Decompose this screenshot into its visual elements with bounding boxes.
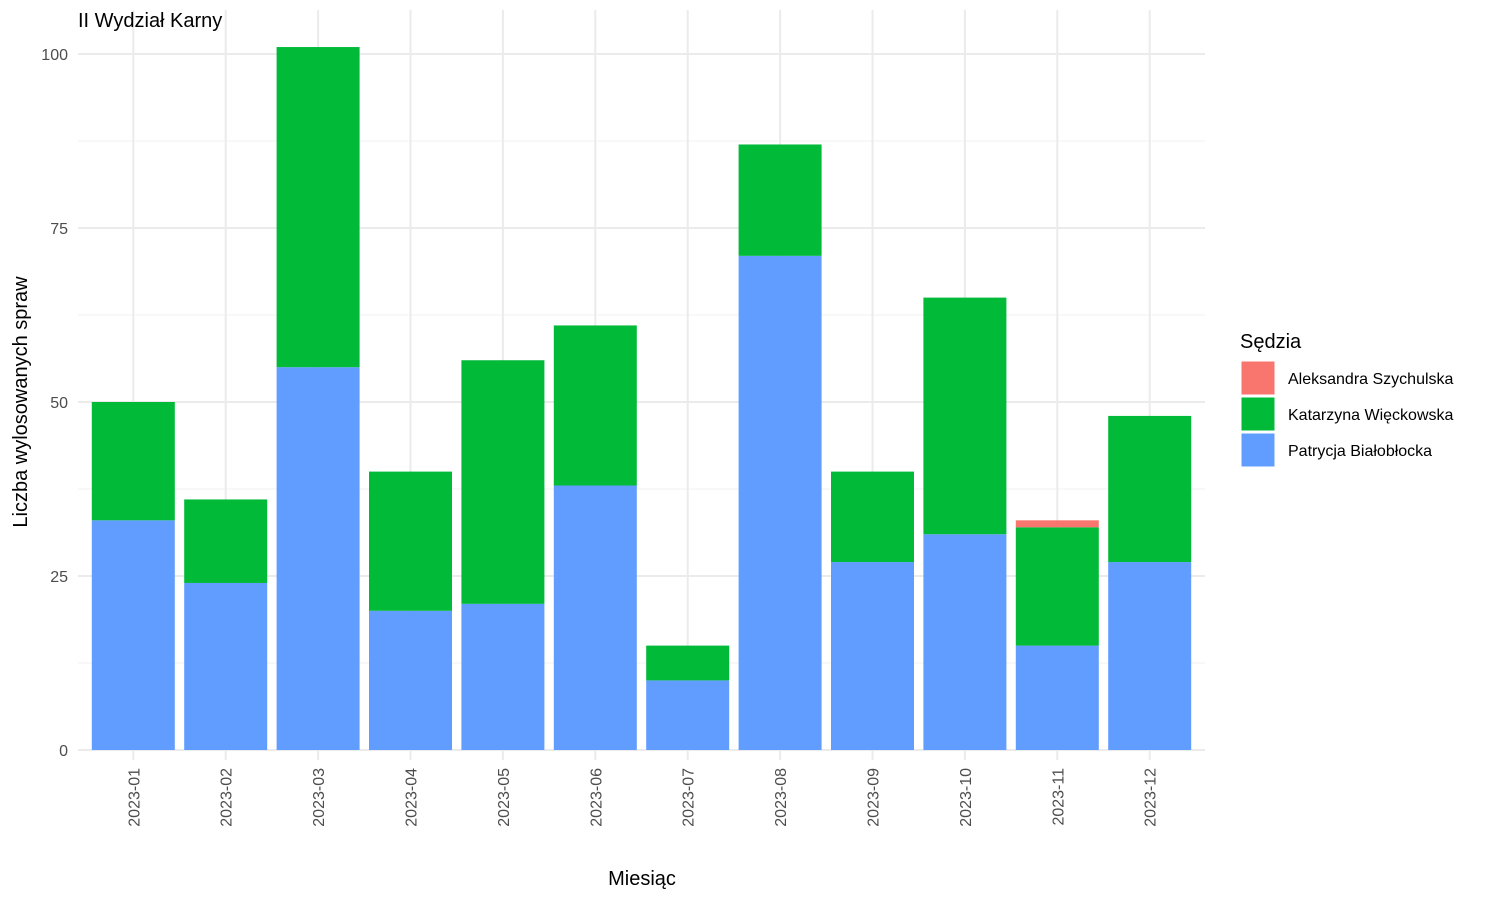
bar-stack-2023-01 — [91, 402, 175, 750]
legend-item: Patrycja Białobłocka — [1240, 432, 1432, 468]
x-tick-label: 2023-11 — [1050, 768, 1067, 826]
bar-stack-2023-10 — [923, 297, 1007, 750]
legend-swatch — [1240, 432, 1276, 468]
x-tick-label: 2023-04 — [404, 768, 421, 827]
legend-item: Katarzyna Więckowska — [1240, 396, 1453, 432]
bar-segment — [369, 471, 452, 611]
x-tick-label: 2023-12 — [1143, 768, 1160, 827]
bar-segment — [369, 610, 452, 750]
bar-stack-2023-02 — [184, 499, 268, 750]
bar-stack-2023-05 — [461, 360, 545, 750]
bar-segment — [1015, 645, 1099, 750]
legend-swatch — [1240, 396, 1276, 432]
x-tick-label: 2023-01 — [126, 768, 143, 827]
bar-segment — [553, 485, 637, 750]
bar-stack-2023-06 — [553, 325, 637, 750]
bar-segment — [646, 645, 730, 681]
bar-stack-2023-04 — [369, 471, 452, 750]
bar-segment — [831, 562, 914, 750]
bar-segment — [1015, 520, 1099, 528]
bar-segment — [91, 402, 175, 521]
bar-stack-2023-08 — [738, 144, 822, 750]
legend-item: Aleksandra Szychulska — [1240, 360, 1454, 396]
bar-segment — [738, 255, 822, 750]
bar-stack-2023-03 — [276, 47, 360, 750]
chart-title: II Wydział Karny — [78, 10, 222, 32]
y-tick-labels: 0 25 50 75 100 — [41, 47, 68, 760]
y-tick-label: 50 — [50, 395, 68, 412]
bars-layer — [91, 47, 1192, 750]
x-tick-label: 2023-10 — [958, 768, 975, 827]
bar-segment — [91, 520, 175, 750]
bar-segment — [1108, 562, 1192, 750]
bar-segment — [1108, 415, 1192, 563]
bar-stack-2023-09 — [831, 471, 914, 750]
bar-segment — [831, 471, 914, 563]
bar-segment — [923, 297, 1007, 535]
legend-swatch — [1240, 360, 1276, 396]
x-tick-label: 2023-05 — [496, 768, 513, 827]
bar-segment — [738, 144, 822, 256]
bar-segment — [184, 582, 268, 750]
legend-label: Aleksandra Szychulska — [1288, 371, 1454, 388]
x-tick-label: 2023-06 — [588, 768, 605, 827]
legend: Sędzia Aleksandra Szychulska Katarzyna Wi… — [1240, 331, 1454, 468]
bar-segment — [553, 325, 637, 486]
x-tick-label: 2023-03 — [311, 768, 328, 827]
x-axis-title: Miesiąc — [608, 868, 676, 890]
bar-segment — [461, 360, 545, 604]
y-tick-label: 75 — [50, 221, 68, 238]
x-tick-label: 2023-02 — [219, 768, 236, 827]
bar-stack-2023-11 — [1015, 520, 1099, 750]
legend-label: Katarzyna Więckowska — [1288, 407, 1453, 424]
legend-title: Sędzia — [1240, 331, 1302, 353]
x-tick-label: 2023-09 — [866, 768, 883, 827]
x-tick-label: 2023-07 — [681, 768, 698, 827]
x-tick-labels: 2023-01 2023-02 2023-03 2023-04 2023-05 2023-… — [126, 768, 1159, 827]
bar-segment — [276, 47, 360, 368]
y-tick-label: 25 — [50, 569, 68, 586]
y-tick-label: 100 — [41, 47, 68, 64]
bar-stack-2023-12 — [1108, 415, 1192, 750]
bar-stack-2023-07 — [646, 645, 730, 750]
y-tick-label: 0 — [59, 743, 68, 760]
x-tick-label: 2023-08 — [773, 768, 790, 827]
bar-segment — [646, 680, 730, 750]
bar-segment — [461, 603, 545, 750]
bar-segment — [276, 367, 360, 750]
legend-items: Aleksandra Szychulska Katarzyna Więckowsk… — [1240, 360, 1454, 468]
bar-segment — [184, 499, 268, 583]
bar-segment — [1015, 527, 1099, 646]
bar-segment — [923, 534, 1007, 750]
y-axis-title: Liczba wylosowanych spraw — [10, 276, 32, 528]
legend-label: Patrycja Białobłocka — [1288, 443, 1432, 460]
